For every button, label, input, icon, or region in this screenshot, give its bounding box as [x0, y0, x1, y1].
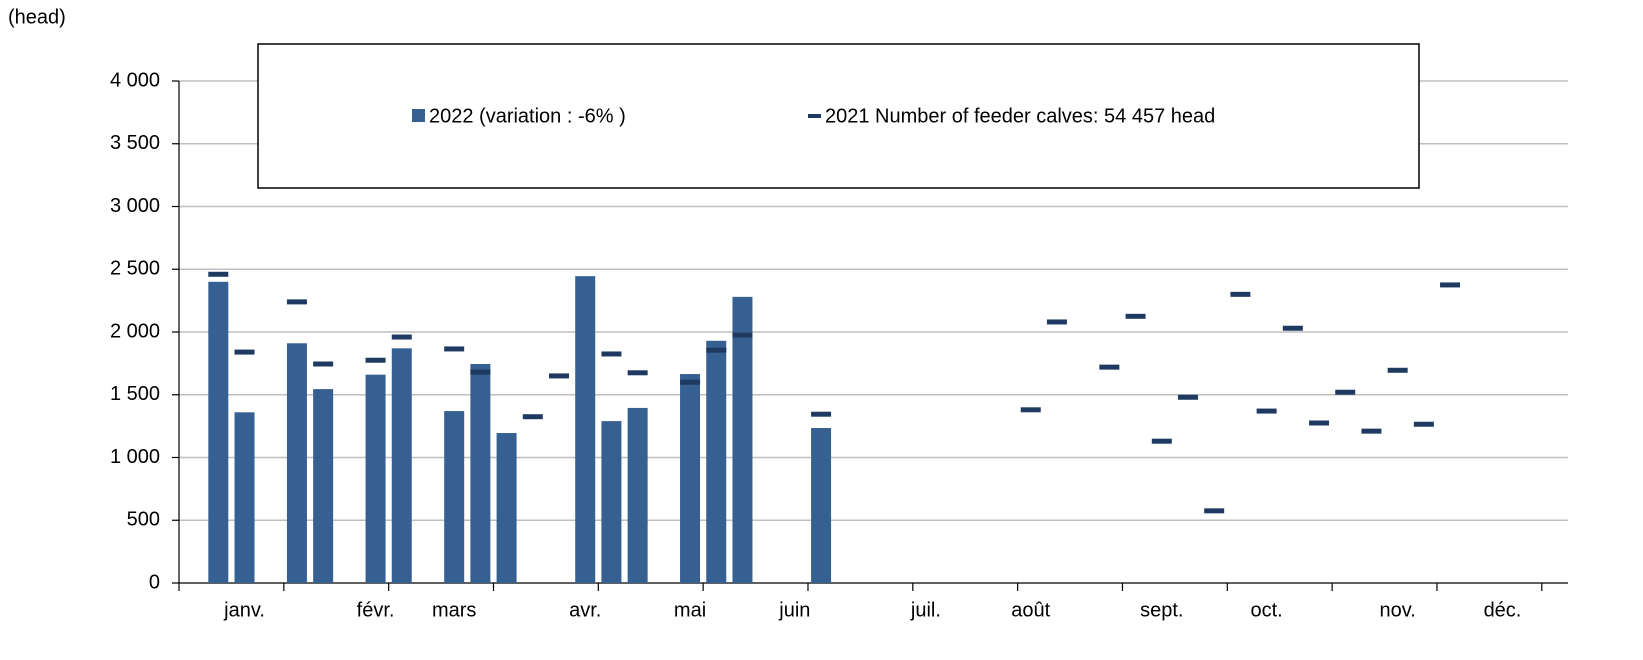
x-tick-label: juin [778, 599, 810, 621]
dash-marker [444, 346, 465, 352]
y-tick-label: 4 000 [110, 69, 160, 91]
legend-label: 2021 Number of feeder calves: 54 457 hea… [825, 105, 1215, 127]
y-tick-label: 500 [127, 509, 160, 531]
bar [313, 389, 334, 583]
bar [365, 374, 386, 583]
x-tick-label: mai [674, 599, 706, 621]
bar [706, 340, 727, 583]
bar [286, 343, 307, 583]
dash-marker [601, 351, 622, 357]
dash-marker [1335, 389, 1356, 395]
bar [234, 412, 255, 583]
dash-marker [208, 271, 229, 277]
dash-marker [1151, 438, 1172, 444]
dash-marker [313, 361, 334, 367]
y-tick-label: 2 500 [110, 258, 160, 280]
x-tick-label: janv. [223, 599, 265, 621]
bar [680, 374, 701, 583]
dash-marker [234, 349, 255, 355]
bar [811, 428, 832, 583]
bar [627, 407, 648, 583]
dash-marker [1440, 282, 1461, 288]
dash-marker [1387, 367, 1408, 373]
x-tick-label: févr. [357, 599, 395, 621]
dash-marker [1309, 420, 1330, 426]
bar [470, 364, 491, 583]
dash-marker [522, 414, 543, 420]
x-tick-label: déc. [1484, 599, 1522, 621]
bar [575, 276, 596, 583]
dash-marker [1413, 421, 1434, 427]
x-tick-label: mars [432, 599, 476, 621]
x-tick-label: sept. [1140, 599, 1183, 621]
dash-marker [706, 347, 727, 353]
dash-marker [1230, 291, 1251, 297]
dash-marker [1099, 364, 1120, 370]
dash-marker [1282, 325, 1303, 331]
dash-marker [680, 379, 701, 385]
dash-marker [1256, 408, 1277, 414]
bar [732, 296, 753, 583]
dash-marker [1020, 407, 1041, 413]
y-tick-label: 3 500 [110, 132, 160, 154]
y-tick-label: 0 [149, 571, 160, 593]
dash-marker [365, 357, 386, 363]
bar [208, 281, 229, 583]
dash-marker [1125, 313, 1146, 319]
dash-marker [627, 370, 648, 376]
dash-marker [1204, 508, 1225, 514]
dash-marker [549, 373, 570, 379]
x-tick-label: oct. [1250, 599, 1282, 621]
dash-marker [1046, 319, 1067, 325]
legend-swatch [412, 109, 425, 122]
dash-marker [1361, 428, 1382, 434]
y-tick-label: 1 000 [110, 446, 160, 468]
dash-marker [470, 369, 491, 375]
dash-marker [732, 332, 753, 338]
x-tick-label: juil. [910, 599, 941, 621]
dash-marker [391, 334, 412, 340]
bar [601, 421, 622, 583]
x-tick-label: avr. [569, 599, 601, 621]
bar [391, 348, 412, 583]
dash-marker [811, 411, 832, 417]
legend-box [257, 43, 1420, 189]
legend-label: 2022 (variation : -6% ) [429, 105, 626, 127]
y-tick-label: 2 000 [110, 320, 160, 342]
bar [444, 411, 465, 583]
bar [496, 433, 517, 583]
dash-marker [1177, 394, 1198, 400]
legend-swatch [808, 114, 821, 118]
y-axis-label: (head) [8, 6, 66, 28]
x-tick-label: nov. [1379, 599, 1415, 621]
y-tick-label: 1 500 [110, 383, 160, 405]
dash-marker [286, 299, 307, 305]
x-tick-label: août [1011, 599, 1050, 621]
y-tick-label: 3 000 [110, 195, 160, 217]
